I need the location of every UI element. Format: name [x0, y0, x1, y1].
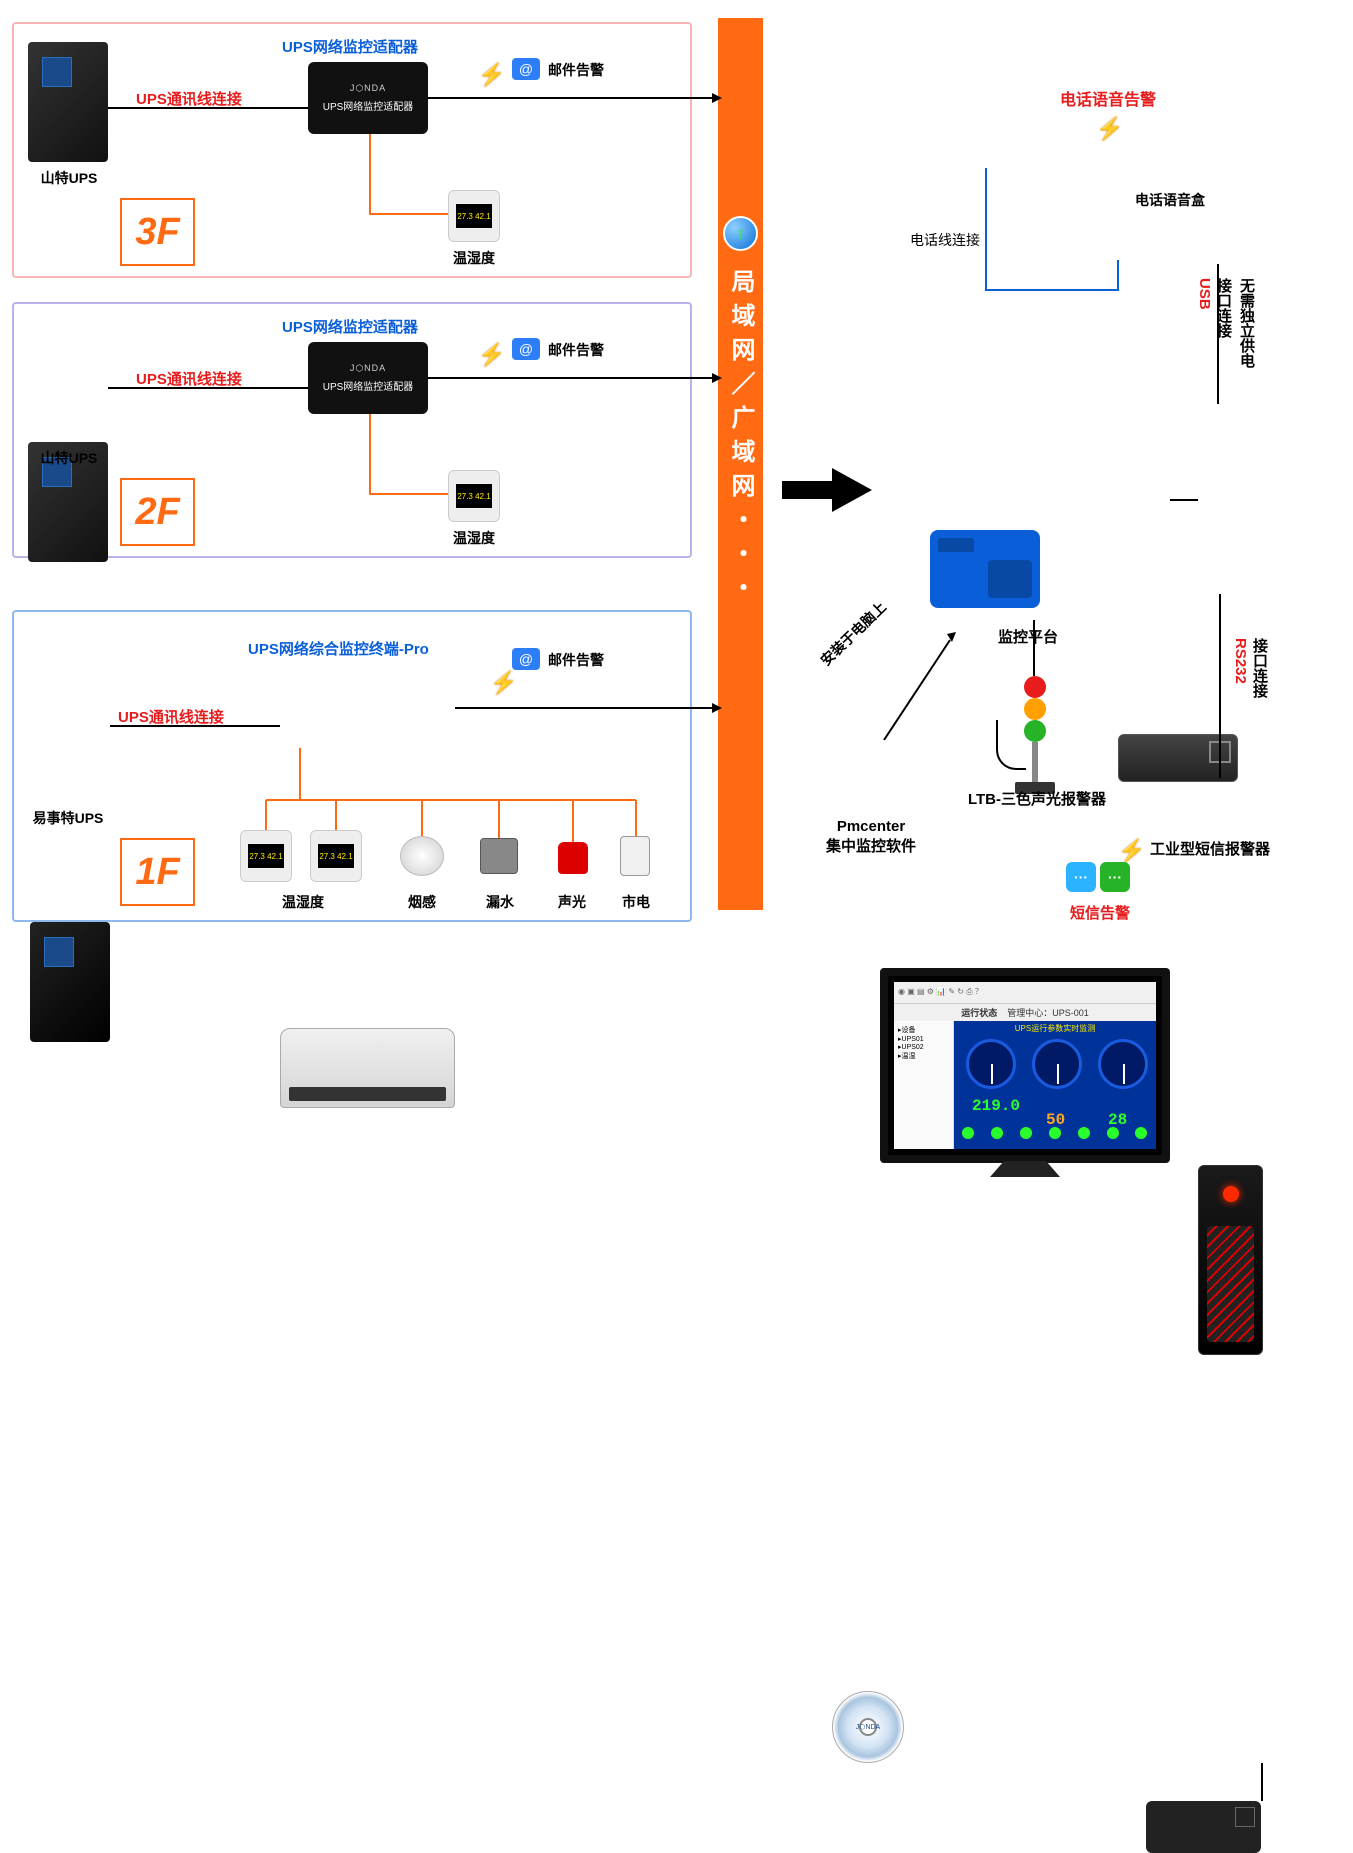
ups-device-3f	[28, 42, 108, 162]
adapter-title-3f: UPS网络监控适配器	[282, 36, 418, 57]
link-label-2f: UPS通讯线连接	[136, 368, 242, 389]
adapter-logo: J⬡NDA	[350, 363, 386, 374]
voice-box-device	[1118, 734, 1238, 782]
floor-badge-2f: 2F	[120, 478, 195, 546]
link-label-3f: UPS通讯线连接	[136, 88, 242, 109]
temp-sensor-2f: 27.3 42.1	[448, 470, 500, 522]
diagram-canvas: 局域网／广域网・・・ 山特UPS 3F UPS通讯线连接 UPS网络监控适配器 …	[0, 0, 1353, 942]
no-power-label: 无需独立供电	[1236, 278, 1257, 368]
globe-icon	[723, 216, 758, 251]
install-label: 安装于电脑上	[816, 597, 890, 670]
phone-alert-label: 电话语音告警	[1060, 86, 1156, 110]
sms-device	[1146, 1801, 1261, 1853]
adapter-2f: J⬡NDA UPS网络监控适配器	[308, 342, 428, 414]
lightning-icon-3f: ⚡	[478, 62, 505, 88]
monitor-toolbar: ◉ ▣ ▤ ⚙ 📊 ✎ ↻ ⎙ ？	[894, 982, 1156, 1004]
sms-alert-label: 短信告警	[1070, 902, 1130, 923]
terminal-pro	[280, 1028, 455, 1108]
lightning-icon-2f: ⚡	[478, 342, 505, 368]
lightning-icon-1f: ⚡	[490, 670, 517, 696]
voice-box-label: 电话语音盒	[1120, 190, 1220, 210]
ups-device-1f	[30, 922, 110, 1042]
sms-device-label: 工业型短信报警器	[1140, 838, 1280, 859]
floor-badge-1f: 1F	[120, 838, 195, 906]
ups-label-3f: 山特UPS	[26, 168, 112, 188]
siren-sensor	[558, 842, 588, 874]
tower-pc	[1198, 1165, 1263, 1355]
envelope-icon-2f: @	[512, 338, 540, 360]
lightning-phone-icon: ⚡	[1096, 116, 1123, 142]
sensor-temp-label: 温湿度	[268, 892, 338, 912]
sms-bubbles: ··· ···	[1066, 862, 1130, 892]
ups-label-1f: 易事特UPS	[18, 808, 118, 828]
pmcenter-label: Pmcenter 集中监控软件	[806, 818, 936, 856]
ltb-label: LTB-三色声光报警器	[952, 788, 1122, 809]
arrow-to-right	[832, 468, 872, 512]
adapter-logo: J⬡NDA	[350, 83, 386, 94]
phone-device	[930, 530, 1040, 608]
adapter-title-1f: UPS网络综合监控终端-Pro	[248, 638, 429, 659]
floor-badge-3f: 3F	[120, 198, 195, 266]
rs232-label: RS232接口连接	[1232, 638, 1270, 698]
monitor: ◉ ▣ ▤ ⚙ 📊 ✎ ↻ ⎙ ？ 运行状态 管理中心：UPS-001 ▸设备▸…	[880, 968, 1170, 1163]
monitor-main: UPS运行参数实时监测 219.0 50 28	[954, 1021, 1156, 1149]
temp-label-2f: 温湿度	[448, 528, 500, 548]
phone-line-label: 电话线连接	[900, 230, 990, 250]
envelope-icon-1f: @	[512, 648, 540, 670]
network-bar: 局域网／广域网・・・	[718, 18, 763, 910]
email-alert-1f: 邮件告警	[548, 650, 604, 670]
ups-label-2f: 山特UPS	[26, 448, 112, 468]
temp-sensor-1f-b: 27.3 42.1	[310, 830, 362, 882]
pmcenter-disk: J⬡NDA	[832, 1691, 904, 1763]
mains-sensor	[620, 836, 650, 876]
sensor-mains-label: 市电	[614, 892, 658, 912]
leak-sensor	[480, 838, 518, 874]
ltb-cable	[996, 720, 1026, 770]
adapter-title-2f: UPS网络监控适配器	[282, 316, 418, 337]
smoke-sensor	[400, 836, 444, 876]
network-bar-text: 局域网／广域网・・・	[723, 269, 758, 609]
email-alert-3f: 邮件告警	[548, 60, 604, 80]
adapter-3f: J⬡NDA UPS网络监控适配器	[308, 62, 428, 134]
link-label-1f: UPS通讯线连接	[118, 706, 224, 727]
sensor-leak-label: 漏水	[478, 892, 522, 912]
sensor-siren-label: 声光	[550, 892, 594, 912]
email-alert-2f: 邮件告警	[548, 340, 604, 360]
sensor-smoke-label: 烟感	[400, 892, 444, 912]
temp-sensor-1f-a: 27.3 42.1	[240, 830, 292, 882]
monitor-sidebar: ▸设备▸UPS01▸UPS02▸温湿	[894, 1021, 954, 1149]
temp-sensor-3f: 27.3 42.1	[448, 190, 500, 242]
lightning-sms-icon: ⚡	[1118, 838, 1145, 864]
temp-label-3f: 温湿度	[448, 248, 500, 268]
monitor-label: 监控平台	[988, 626, 1068, 647]
envelope-icon-3f: @	[512, 58, 540, 80]
usb-label: USB接口连接	[1196, 278, 1234, 338]
